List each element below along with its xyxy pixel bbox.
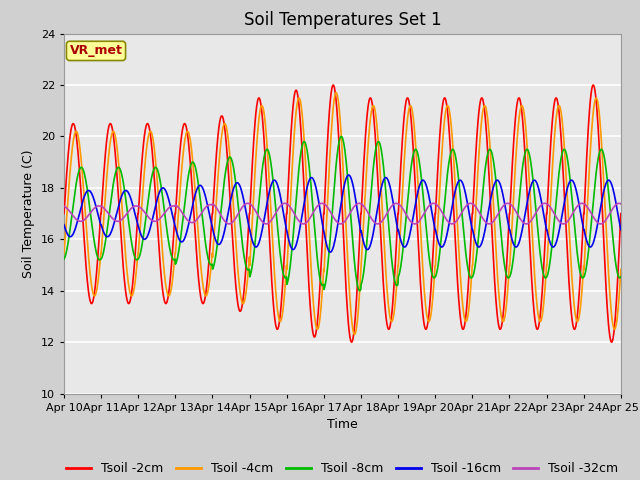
Text: VR_met: VR_met bbox=[70, 44, 122, 58]
Legend: Tsoil -2cm, Tsoil -4cm, Tsoil -8cm, Tsoil -16cm, Tsoil -32cm: Tsoil -2cm, Tsoil -4cm, Tsoil -8cm, Tsoi… bbox=[61, 457, 623, 480]
X-axis label: Time: Time bbox=[327, 418, 358, 431]
Title: Soil Temperatures Set 1: Soil Temperatures Set 1 bbox=[244, 11, 441, 29]
Y-axis label: Soil Temperature (C): Soil Temperature (C) bbox=[22, 149, 35, 278]
